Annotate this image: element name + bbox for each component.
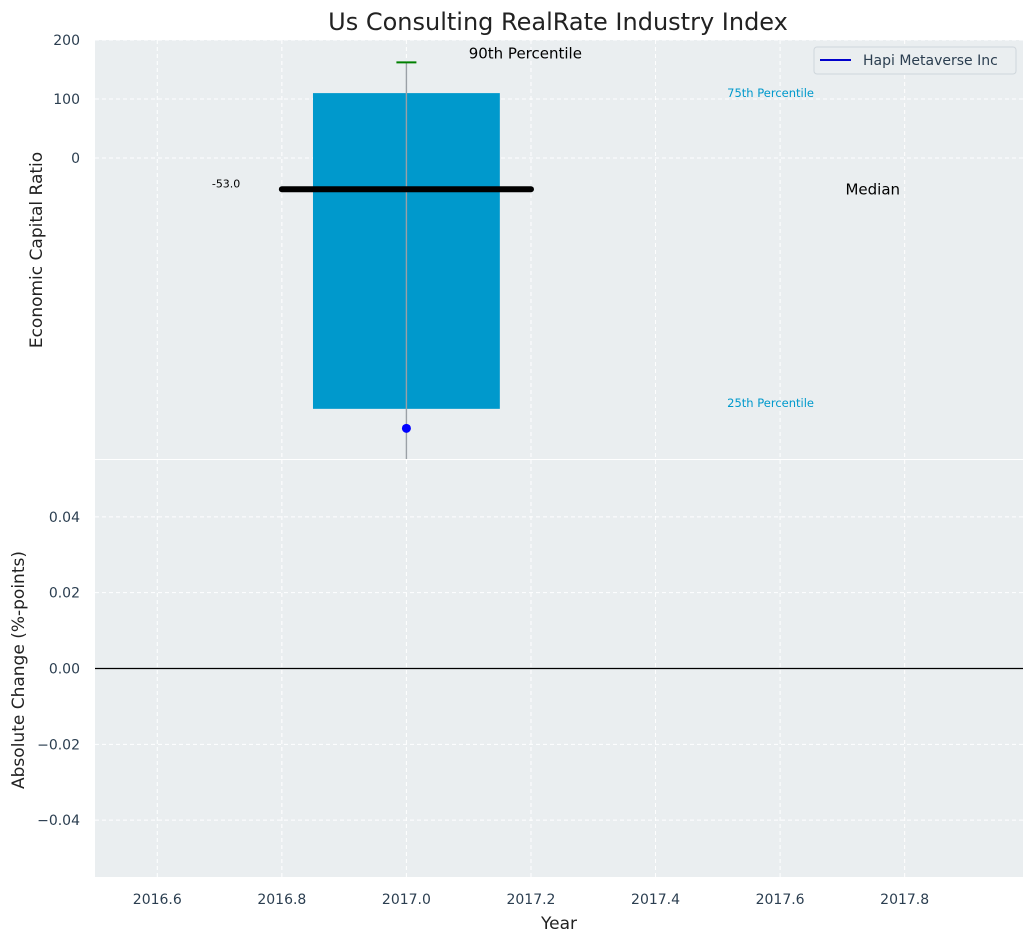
legend[interactable]: Hapi Metaverse Inc <box>813 46 1017 75</box>
top-y-tick-label: 200 <box>53 33 80 49</box>
top-y-ticks: 0 100 200 <box>53 33 80 167</box>
x-tick-label: 2017.0 <box>382 892 431 908</box>
top-y-tick-label: 100 <box>53 92 80 108</box>
bottom-panel: −0.04 −0.02 0.00 0.02 0.04 2016.6 2016.8 2017.… <box>9 460 1023 934</box>
p75-annotation: 75th Percentile <box>727 86 814 100</box>
x-tick-label: 2017.2 <box>506 892 555 908</box>
bottom-y-tick-label: −0.04 <box>37 813 80 829</box>
top-panel-grid <box>95 39 1023 459</box>
x-axis-label: Year <box>540 914 577 934</box>
bottom-y-tick-label: 0.04 <box>49 510 80 526</box>
x-tick-label: 2017.4 <box>631 892 680 908</box>
company-point <box>401 423 411 433</box>
p90-annotation: 90th Percentile <box>469 44 582 62</box>
top-y-axis-label: Economic Capital Ratio <box>27 152 47 348</box>
chart-title: Us Consulting RealRate Industry Index <box>328 8 788 36</box>
legend-box <box>813 46 1017 75</box>
top-chart-marks: -53.0 90th Percentile 75th Percentile 25th … <box>212 44 900 459</box>
x-tick-label: 2017.8 <box>880 892 929 908</box>
top-y-tick-label: 0 <box>71 151 80 167</box>
bottom-y-axis-label: Absolute Change (%-points) <box>9 551 29 789</box>
bottom-y-tick-label: −0.02 <box>37 737 80 753</box>
top-panel-background <box>95 40 1023 459</box>
legend-entry-hapi-metaverse-inc: Hapi Metaverse Inc <box>863 53 998 69</box>
top-panel: 0 100 200 -53.0 90th Percentile 75th Percent… <box>27 33 1023 459</box>
median-annotation: Median <box>845 180 900 198</box>
bottom-y-tick-label: 0.02 <box>49 586 80 602</box>
x-tick-label: 2016.6 <box>133 892 182 908</box>
x-tick-label: 2017.6 <box>756 892 805 908</box>
bottom-y-ticks: −0.04 −0.02 0.00 0.02 0.04 <box>37 510 80 829</box>
bottom-y-tick-label: 0.00 <box>49 662 80 678</box>
median-value-label: -53.0 <box>212 177 240 190</box>
p25-annotation: 25th Percentile <box>727 396 814 410</box>
x-tick-label: 2016.8 <box>257 892 306 908</box>
bottom-x-ticks: 2016.6 2016.8 2017.0 2017.2 2017.4 2017.6 2017… <box>133 892 929 908</box>
